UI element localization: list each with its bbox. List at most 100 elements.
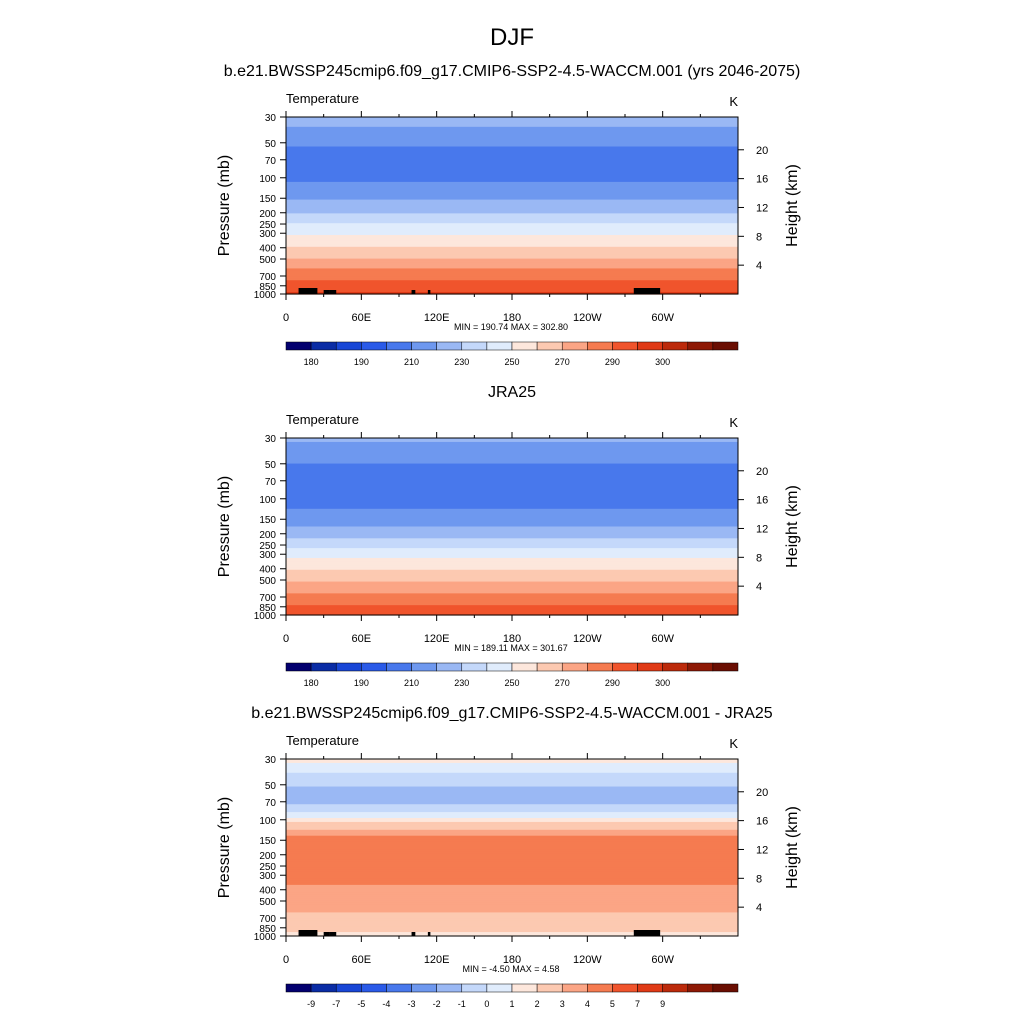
colorbar-label: -5 <box>357 999 365 1009</box>
contour-band <box>286 575 738 579</box>
panel-title: b.e21.BWSSP245cmip6.f09_g17.CMIP6-SSP2-4… <box>251 705 773 722</box>
contour-band <box>286 859 738 862</box>
contour-band <box>286 461 738 465</box>
units-label: K <box>729 94 738 109</box>
pressure-tick-label: 300 <box>259 550 276 561</box>
contour-field <box>286 117 738 295</box>
pressure-tick-label: 100 <box>259 495 276 506</box>
contour-band <box>286 802 738 805</box>
lon-tick-label: 180 <box>503 312 521 324</box>
contour-band <box>286 469 738 473</box>
contour-band <box>286 607 738 610</box>
contour-band <box>286 489 738 492</box>
topography <box>633 288 661 294</box>
pressure-tick-label: 100 <box>259 816 276 827</box>
contour-band <box>286 910 738 913</box>
lon-tick-label: 120E <box>424 312 450 324</box>
contour-band <box>286 869 738 872</box>
topography <box>411 932 416 936</box>
min-max-stats: MIN = -4.50 MAX = 4.58 <box>462 964 559 974</box>
variable-label: Temperature <box>286 412 359 427</box>
contour-band <box>286 487 738 490</box>
contour-band <box>286 154 738 157</box>
contour-band <box>286 833 738 837</box>
y-axis-label-right: Height (km) <box>784 806 801 889</box>
pressure-tick-label: 200 <box>259 209 276 220</box>
contour-band <box>286 579 738 583</box>
colorbar-box <box>486 983 513 993</box>
contour-band <box>286 788 738 792</box>
contour-band <box>286 140 738 144</box>
lon-tick-label: 60W <box>651 633 674 645</box>
contour-band <box>286 845 738 849</box>
contour-band <box>286 776 738 780</box>
contour-band <box>286 926 738 929</box>
colorbar-box <box>712 983 739 993</box>
colorbar: 180 190 210 230 250 270 290 300 <box>285 341 739 367</box>
contour-band <box>286 246 738 250</box>
lon-tick-label: 60E <box>352 312 372 324</box>
contour-band <box>286 563 738 567</box>
contour-band <box>286 884 738 888</box>
contour-band <box>286 491 738 494</box>
contour-band <box>286 270 738 273</box>
pressure-tick-label: 700 <box>259 914 276 925</box>
colorbar-box <box>461 341 488 351</box>
contour-band <box>286 544 738 547</box>
contour-band <box>286 920 738 923</box>
contour-band <box>286 849 738 853</box>
contour-band <box>286 818 738 821</box>
contour-band <box>286 550 738 553</box>
contour-band <box>286 508 738 512</box>
colorbar-box <box>461 662 488 672</box>
contour-band <box>286 260 738 264</box>
contour-band <box>286 784 738 788</box>
contour-band <box>286 898 738 902</box>
lon-tick-label: 120E <box>424 954 450 966</box>
contour-band <box>286 827 738 831</box>
contour-band <box>286 581 738 585</box>
colorbar-box <box>712 662 739 672</box>
contour-band <box>286 136 738 140</box>
pressure-tick-label: 300 <box>259 229 276 240</box>
contour-band <box>286 823 738 827</box>
contour-band <box>286 577 738 581</box>
variable-label: Temperature <box>286 733 359 748</box>
contour-band <box>286 880 738 884</box>
colorbar-box <box>587 341 613 351</box>
colorbar-box <box>285 983 312 993</box>
topography <box>633 930 661 936</box>
contour-band <box>286 837 738 841</box>
colorbar-box <box>612 983 638 993</box>
contour-band <box>286 825 738 829</box>
contour-band <box>286 280 738 283</box>
pressure-tick-label: 100 <box>259 174 276 185</box>
colorbar-box <box>536 662 563 672</box>
height-tick-label: 4 <box>756 902 762 914</box>
contour-band <box>286 569 738 573</box>
colorbar-box <box>662 662 689 672</box>
contour-band <box>286 441 738 445</box>
lon-tick-label: 0 <box>283 312 289 324</box>
contour-band <box>286 548 738 551</box>
contour-band <box>286 520 738 524</box>
contour-band <box>286 806 738 809</box>
contour-band <box>286 759 738 762</box>
colorbar-label: 290 <box>605 678 620 688</box>
contour-band <box>286 613 738 616</box>
contour-band <box>286 483 738 486</box>
colorbar-box <box>662 341 689 351</box>
pressure-tick-label: 1000 <box>254 611 277 622</box>
contour-band <box>286 847 738 851</box>
contour-band <box>286 573 738 577</box>
colorbar-box <box>361 662 387 672</box>
colorbar-box <box>411 341 437 351</box>
pressure-tick-label: 200 <box>259 851 276 862</box>
contour-band <box>286 611 738 614</box>
colorbar-box <box>511 662 538 672</box>
colorbar-box <box>536 341 563 351</box>
colorbar-box <box>411 983 437 993</box>
contour-band <box>286 812 738 815</box>
contour-band <box>286 587 738 591</box>
colorbar-box <box>361 983 387 993</box>
